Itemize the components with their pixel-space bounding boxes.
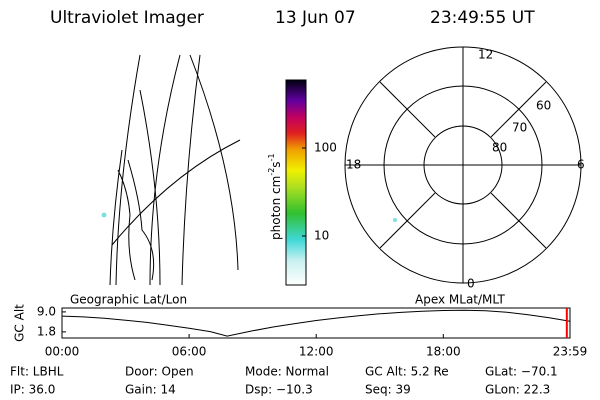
y-tick-label: 9.0 <box>37 304 56 318</box>
map <box>101 54 397 286</box>
info-field: Gain: 14 <box>125 383 176 397</box>
y-tick-label: 1.8 <box>37 324 56 338</box>
altitude-ylabel: GC Alt <box>13 304 27 342</box>
hour-label: 0 <box>467 277 475 291</box>
info-field: Dsp: −10.3 <box>245 383 313 397</box>
x-tick-label: 18:00 <box>426 345 461 359</box>
colorbar-tick-label: 10 <box>314 229 329 243</box>
hour-label: 12 <box>478 48 493 62</box>
lat-label: 60 <box>536 99 551 113</box>
exponent: -1 <box>267 153 276 161</box>
altitude-panel: 9.0 1.8 00:00 06:00 12:00 18:00 23:59 <box>37 304 587 358</box>
colorbar-label: photon cm-2s-1 <box>267 153 283 240</box>
title: Ultraviolet Imager <box>50 8 204 28</box>
hour-label: 18 <box>346 158 361 172</box>
info-field: Mode: Normal <box>245 365 329 379</box>
unit: s <box>269 161 283 167</box>
colorbar <box>285 79 307 286</box>
x-tick-label: 06:00 <box>172 345 207 359</box>
colorbar-tick-label: 100 <box>314 141 337 155</box>
info-field: Door: Open <box>125 365 194 379</box>
info-field: GC Alt: 5.2 Re <box>365 365 449 379</box>
map-label: Geographic Lat/Lon <box>70 293 187 307</box>
altitude-frame <box>61 307 571 339</box>
lat-label: 70 <box>512 121 527 135</box>
info-field: Flt: LBHL <box>10 365 64 379</box>
lat-label: 80 <box>492 141 507 155</box>
info-field: GLat: −70.1 <box>485 365 558 379</box>
time: 23:49:55 UT <box>430 8 535 28</box>
info-field: Seq: 39 <box>365 383 411 397</box>
x-tick-label: 12:00 <box>299 345 334 359</box>
x-tick-label: 00:00 <box>45 345 80 359</box>
x-tick-label: 23:59 <box>553 345 588 359</box>
polar-label: Apex MLat/MLT <box>415 293 505 307</box>
info-field: GLon: 22.3 <box>485 383 550 397</box>
date: 13 Jun 07 <box>275 8 356 28</box>
altitude-line <box>61 309 571 337</box>
hour-label: 6 <box>577 158 585 172</box>
info-field: IP: 36.0 <box>10 383 55 397</box>
exponent: -2 <box>267 168 276 176</box>
unit: photon cm <box>269 176 283 240</box>
info: Flt: LBHL Door: Open Mode: Normal GC Alt: 5… <box>10 365 558 397</box>
polar-grid <box>344 46 582 284</box>
